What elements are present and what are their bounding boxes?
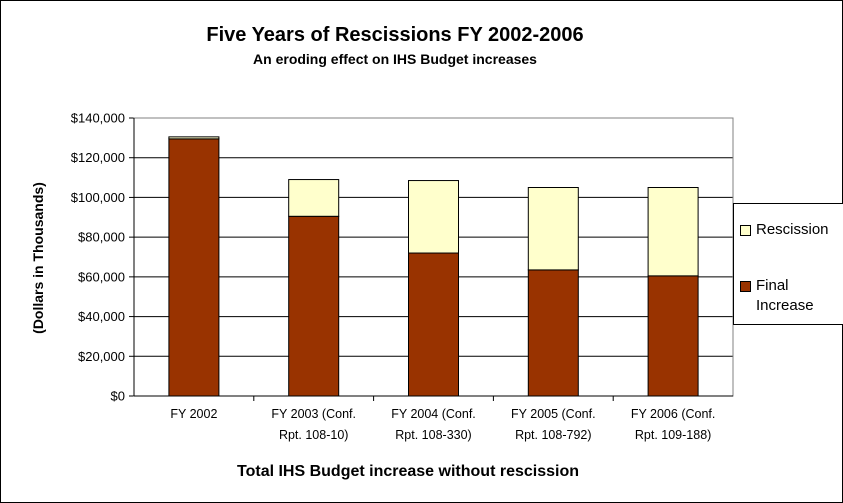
y-tick-label: $140,000: [71, 111, 125, 126]
bar-final-increase: [647, 275, 699, 397]
legend-label-rescission: Rescission: [756, 221, 829, 238]
bar-rescission: [527, 187, 579, 271]
bar-rescission: [168, 136, 220, 140]
chart-subtitle: An eroding effect on IHS Budget increase…: [253, 51, 537, 67]
chart-title: Five Years of Rescissions FY 2002-2006: [206, 24, 584, 46]
x-tick-label: Rpt. 108-330): [395, 428, 471, 442]
bar-final-increase: [527, 269, 579, 397]
bar-rescission: [288, 179, 340, 217]
bar-final-increase: [288, 215, 340, 397]
x-tick-label: Rpt. 109-188): [635, 428, 711, 442]
y-tick-label: $20,000: [78, 349, 125, 364]
x-tick-label: FY 2006 (Conf.: [631, 407, 716, 421]
y-tick-label: $80,000: [78, 230, 125, 245]
legend-label-final-increase: Final Increase: [756, 277, 814, 314]
bar-final-increase: [168, 138, 220, 397]
x-axis-label: Total IHS Budget increase without rescis…: [237, 463, 579, 480]
y-tick-label: $120,000: [71, 150, 125, 165]
bar-final-increase: [408, 252, 459, 397]
bar-rescission: [647, 187, 699, 277]
y-axis-label: (Dollars in Thousands): [30, 182, 46, 334]
legend-swatch-final-increase: [740, 281, 751, 292]
x-tick-label: FY 2002: [170, 407, 217, 421]
legend-swatch-rescission: [740, 225, 751, 236]
x-tick-label: Rpt. 108-10): [279, 428, 348, 442]
x-tick-label: FY 2003 (Conf.: [271, 407, 356, 421]
legend: Rescission Final Increase: [733, 203, 843, 325]
y-tick-label: $0: [111, 389, 125, 404]
y-tick-label: $40,000: [78, 309, 125, 324]
y-tick-label: $60,000: [78, 269, 125, 284]
y-tick-label: $100,000: [71, 190, 125, 205]
x-tick-label: FY 2005 (Conf.: [511, 407, 596, 421]
x-tick-label: FY 2004 (Conf.: [391, 407, 476, 421]
bar-rescission: [408, 180, 459, 254]
x-tick-label: Rpt. 108-792): [515, 428, 591, 442]
